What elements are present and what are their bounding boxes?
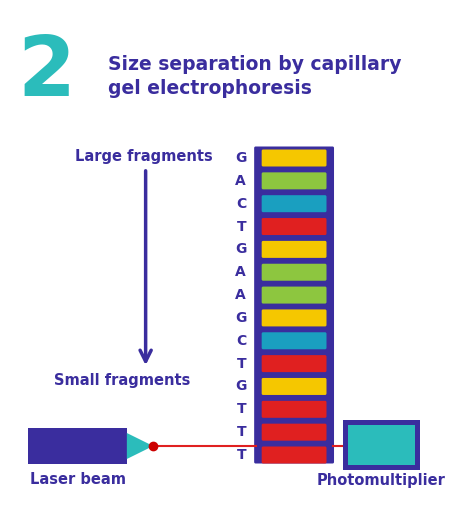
Bar: [343, 420, 420, 470]
Text: Size separation by capillary
gel electrophoresis: Size separation by capillary gel electro…: [108, 55, 402, 98]
Text: Laser beam: Laser beam: [29, 472, 125, 487]
FancyBboxPatch shape: [262, 401, 327, 418]
FancyBboxPatch shape: [262, 309, 327, 327]
Text: A: A: [235, 288, 246, 302]
Text: Large fragments: Large fragments: [75, 149, 213, 165]
FancyBboxPatch shape: [262, 218, 327, 235]
Text: T: T: [236, 357, 246, 371]
Bar: [348, 425, 415, 465]
FancyBboxPatch shape: [262, 172, 327, 189]
Bar: [28, 428, 127, 464]
Polygon shape: [127, 433, 153, 459]
FancyBboxPatch shape: [262, 332, 327, 350]
FancyBboxPatch shape: [254, 146, 334, 463]
FancyBboxPatch shape: [262, 355, 327, 372]
Text: G: G: [235, 242, 246, 257]
FancyBboxPatch shape: [262, 447, 327, 463]
FancyBboxPatch shape: [262, 264, 327, 281]
FancyBboxPatch shape: [262, 149, 327, 167]
FancyBboxPatch shape: [262, 424, 327, 440]
Text: T: T: [236, 402, 246, 417]
Text: G: G: [235, 151, 246, 165]
FancyBboxPatch shape: [262, 241, 327, 258]
Text: G: G: [235, 311, 246, 325]
Text: T: T: [236, 448, 246, 462]
FancyBboxPatch shape: [262, 195, 327, 212]
Text: Photomultiplier: Photomultiplier: [317, 473, 446, 488]
Text: G: G: [235, 379, 246, 394]
Text: T: T: [236, 219, 246, 234]
Text: T: T: [236, 425, 246, 439]
Text: Small fragments: Small fragments: [55, 372, 191, 388]
Text: C: C: [236, 197, 246, 211]
FancyBboxPatch shape: [262, 378, 327, 395]
Text: A: A: [235, 265, 246, 279]
Text: 2: 2: [17, 31, 75, 112]
Text: C: C: [236, 334, 246, 348]
FancyBboxPatch shape: [262, 287, 327, 304]
Text: A: A: [235, 174, 246, 188]
